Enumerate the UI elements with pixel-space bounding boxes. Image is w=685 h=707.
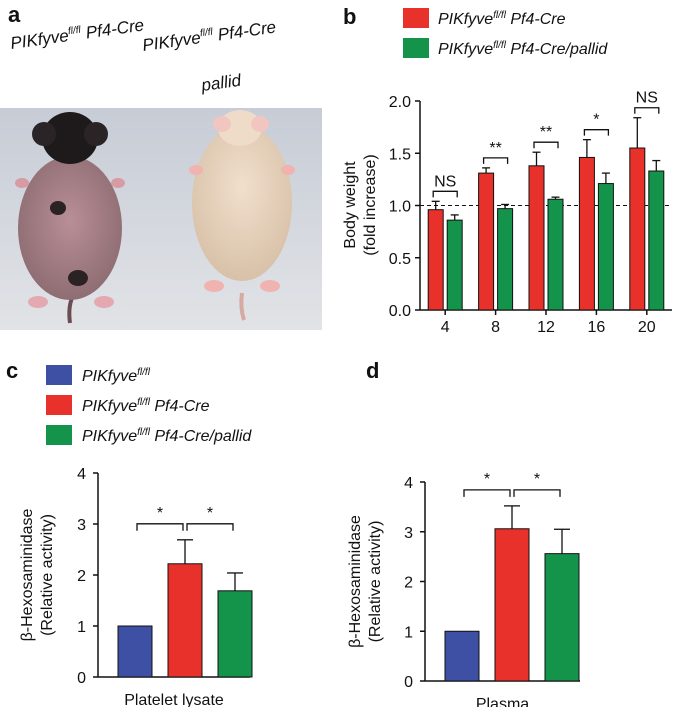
b-y-tick-label: 1.0 — [389, 199, 411, 216]
d-significance-label: * — [484, 471, 490, 488]
c-x-label: Platelet lysate — [124, 692, 224, 707]
b-y-label-2: (fold increase) — [362, 154, 379, 255]
d-y-tick-label: 2 — [404, 575, 413, 592]
c-y-label: β-Hexosaminidase — [19, 508, 36, 641]
panel-label-d: d — [366, 358, 380, 383]
b-y-label: Body weight — [342, 161, 359, 249]
legend-c-label-2: PIKfyvefl/fl Pf4-Cre/pallid — [82, 427, 252, 445]
legend-b-swatch-0 — [403, 8, 429, 28]
b-significance-bracket — [533, 141, 559, 149]
c-y-tick-label: 3 — [77, 517, 86, 534]
b-bar — [547, 198, 564, 311]
legend-c-swatch-2 — [46, 425, 72, 445]
c-y-tick-label: 4 — [77, 466, 86, 483]
mice-photo — [0, 108, 322, 330]
b-bar — [427, 209, 444, 311]
legend-c-label-1: PIKfyvefl/fl Pf4-Cre — [82, 397, 210, 415]
d-y-tick-label: 1 — [404, 624, 413, 641]
b-y-tick-label: 1.5 — [389, 146, 411, 163]
b-significance-label: NS — [636, 90, 658, 107]
d-y-label: β-Hexosaminidase — [347, 515, 364, 648]
c-y-label-2: (Relative activity) — [39, 514, 56, 636]
b-bar — [629, 147, 646, 311]
d-significance-bracket — [513, 489, 561, 497]
d-y-tick-label: 3 — [404, 525, 413, 542]
b-bar — [597, 183, 614, 311]
legend-c-label-0: PIKfyvefl/fl — [82, 367, 151, 385]
d-significance-bracket — [463, 489, 511, 497]
legend-c-swatch-1 — [46, 395, 72, 415]
c-significance-label: * — [157, 505, 163, 522]
b-y-tick-label: 0.0 — [389, 303, 411, 320]
d-bar — [544, 553, 580, 682]
photo-label-right-line2: pallid — [200, 70, 243, 96]
d-bar — [494, 528, 530, 682]
d-y-tick-label: 4 — [404, 475, 413, 492]
c-significance-bracket — [186, 523, 234, 531]
photo-label-right: PIKfyvefl/fl Pf4-Cre — [141, 17, 278, 56]
b-bar — [478, 172, 495, 311]
b-significance-label: ** — [489, 140, 501, 157]
mouse-left — [15, 112, 125, 324]
b-significance-bracket — [634, 107, 660, 114]
b-bar — [446, 219, 463, 311]
c-y-tick-label: 0 — [77, 670, 86, 687]
b-significance-bracket — [583, 129, 610, 136]
b-x-tick-label: 20 — [638, 319, 656, 336]
b-bar — [528, 165, 545, 311]
b-x-tick-label: 4 — [441, 319, 450, 336]
b-bar — [648, 170, 665, 311]
c-y-tick-label: 2 — [77, 568, 86, 585]
c-bar — [217, 590, 253, 678]
legend-c-swatch-0 — [46, 365, 72, 385]
c-significance-label: * — [207, 505, 213, 522]
c-bar — [117, 625, 153, 678]
legend-b-swatch-1 — [403, 38, 429, 58]
b-significance-label: ** — [540, 124, 552, 141]
d-y-tick-label: 0 — [404, 674, 413, 691]
b-x-tick-label: 12 — [537, 319, 555, 336]
b-y-tick-label: 0.5 — [389, 251, 411, 268]
b-significance-label: * — [593, 112, 599, 129]
b-bar — [497, 208, 514, 311]
d-significance-label: * — [534, 471, 540, 488]
d-x-label: Plasma — [476, 696, 529, 707]
c-bar — [167, 563, 203, 678]
legend-b-label-0: PIKfyvefl/fl Pf4-Cre — [438, 10, 566, 28]
mouse-right — [189, 110, 295, 321]
panel-label-c: c — [6, 358, 19, 383]
b-y-tick-label: 2.0 — [389, 94, 411, 111]
panel-label-a: a — [8, 2, 21, 27]
b-significance-bracket — [432, 190, 458, 198]
b-significance-bracket — [482, 157, 509, 164]
b-x-tick-label: 8 — [491, 319, 500, 336]
b-x-tick-label: 16 — [588, 319, 606, 336]
b-bar — [578, 156, 595, 311]
photo-label-left: PIKfyvefl/fl Pf4-Cre — [9, 15, 146, 54]
b-significance-label: NS — [434, 173, 456, 190]
c-significance-bracket — [136, 523, 184, 531]
panel-label-b: b — [343, 4, 357, 29]
legend-b-label-1: PIKfyvefl/fl Pf4-Cre/pallid — [438, 40, 608, 58]
d-y-label-2: (Relative activity) — [367, 521, 384, 643]
c-y-tick-label: 1 — [77, 619, 86, 636]
d-bar — [444, 630, 480, 682]
